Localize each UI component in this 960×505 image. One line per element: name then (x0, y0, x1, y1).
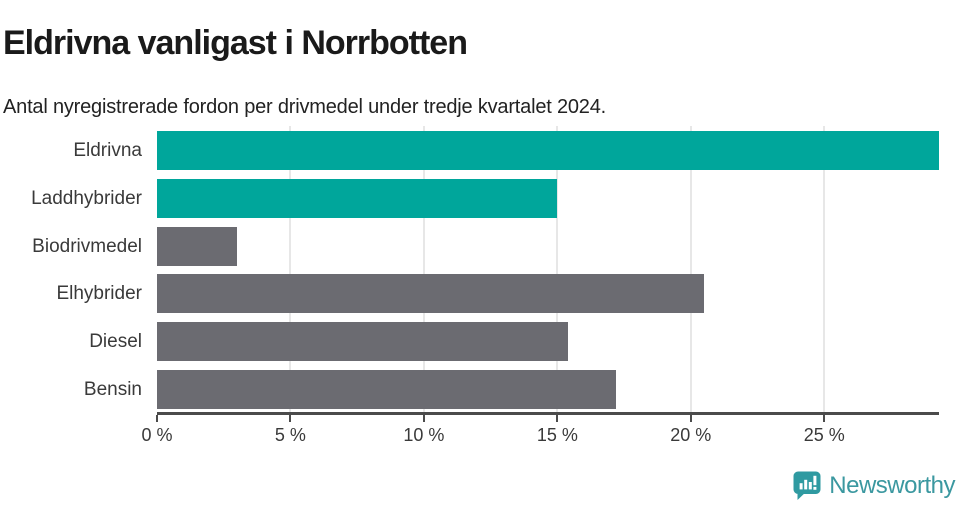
category-label: Bensin (83, 379, 142, 400)
x-tick-mark (289, 415, 292, 422)
x-axis: 0 % 5 % 10 % 15 % 20 % 25 % (141, 415, 939, 460)
category-label: Diesel (89, 331, 142, 353)
gridline (556, 126, 559, 412)
gridline (823, 126, 826, 412)
bar-elhybrider (157, 274, 705, 314)
page-title: Eldrivna vanligast i Norrbotten (3, 23, 468, 62)
newsworthy-chart-speech-bubble-icon (792, 470, 822, 501)
category-label: Elhybrider (56, 283, 142, 305)
x-tick-label: 0 % (141, 425, 173, 445)
x-tick-label: 15 % (536, 425, 578, 445)
newsworthy-logo-text: Newsworthy (829, 471, 955, 499)
x-tick-label: 10 % (403, 425, 445, 445)
x-tick-label: 20 % (670, 425, 712, 445)
x-tick-mark (422, 415, 425, 422)
category-label: Biodrivmedel (32, 235, 142, 257)
x-tick-mark (823, 415, 826, 422)
x-tick-label: 25 % (803, 425, 845, 445)
x-tick-mark (689, 415, 692, 422)
newsworthy-logo: Newsworthy (792, 470, 955, 501)
x-tick-mark (556, 415, 559, 422)
gridline (422, 126, 425, 412)
bar-biodrivmedel (157, 226, 238, 266)
x-tick-mark (156, 415, 158, 422)
bar-laddhybrider (157, 178, 558, 218)
bar-eldrivna (157, 131, 939, 170)
x-tick-label: 5 % (274, 425, 306, 445)
category-label: Eldrivna (73, 140, 142, 161)
bar-bensin (157, 370, 617, 409)
plot-area (157, 126, 939, 415)
gridline (289, 126, 292, 412)
gridline (689, 126, 692, 412)
chart-subtitle: Antal nyregistrerade fordon per drivmede… (3, 96, 607, 118)
category-label: Laddhybrider (31, 187, 142, 209)
bar-chart: Eldrivna Laddhybrider Biodrivmedel Elhybrid… (0, 126, 939, 460)
category-labels: Eldrivna Laddhybrider Biodrivmedel Elhybrid… (0, 126, 142, 412)
bar-diesel (157, 322, 569, 362)
